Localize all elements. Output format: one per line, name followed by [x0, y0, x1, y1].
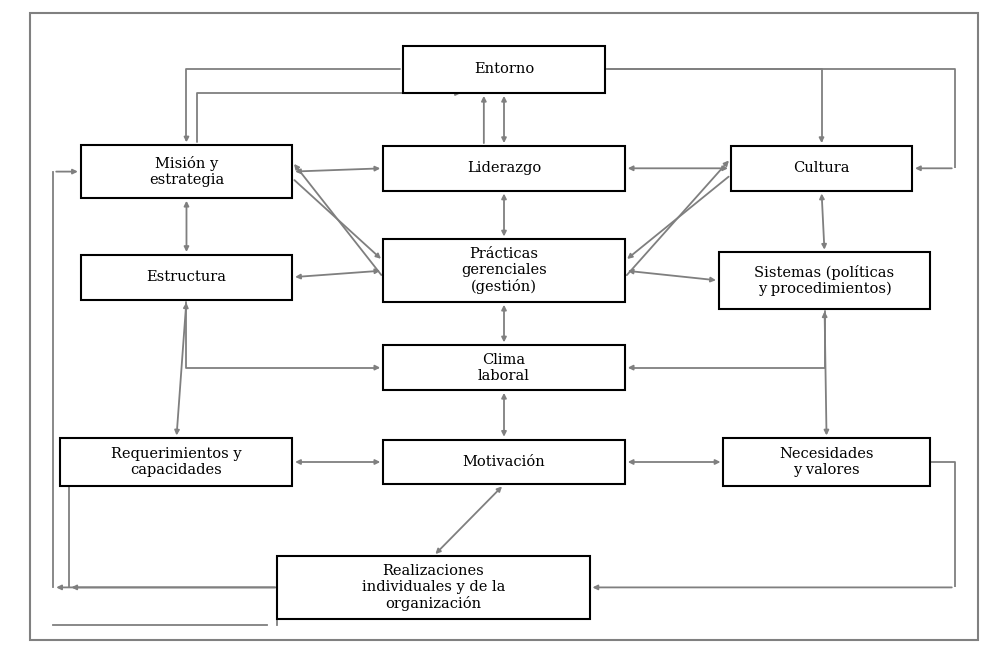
Bar: [383, 240, 625, 302]
Bar: [60, 438, 292, 486]
Text: Motivación: Motivación: [463, 455, 545, 469]
Text: Liderazgo: Liderazgo: [467, 161, 541, 176]
Text: Misión y
estrategia: Misión y estrategia: [149, 156, 224, 187]
Bar: [383, 345, 625, 390]
Text: Sistemas (políticas
y procedimientos): Sistemas (políticas y procedimientos): [754, 265, 895, 296]
Bar: [383, 440, 625, 484]
Text: Requerimientos y
capacidades: Requerimientos y capacidades: [111, 447, 242, 477]
Bar: [81, 145, 292, 198]
Text: Entorno: Entorno: [474, 62, 534, 77]
Bar: [723, 438, 929, 486]
Text: Estructura: Estructura: [146, 270, 227, 284]
Text: Necesidades
y valores: Necesidades y valores: [779, 447, 874, 477]
Text: Cultura: Cultura: [793, 161, 850, 176]
Bar: [403, 46, 605, 93]
Bar: [277, 556, 590, 619]
Bar: [731, 146, 912, 191]
Bar: [719, 253, 930, 309]
Text: Realizaciones
individuales y de la
organización: Realizaciones individuales y de la organ…: [362, 564, 505, 611]
Bar: [81, 255, 292, 300]
Text: Clima
laboral: Clima laboral: [478, 352, 530, 383]
Text: Prácticas
gerenciales
(gestión): Prácticas gerenciales (gestión): [461, 247, 547, 294]
Bar: [383, 146, 625, 191]
